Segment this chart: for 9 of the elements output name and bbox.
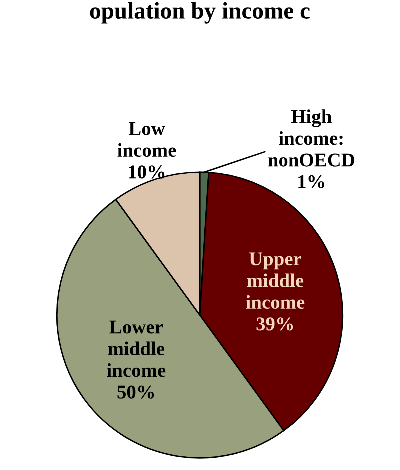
slice-label: Lower middle income xyxy=(107,320,166,378)
data-label: 10% xyxy=(129,166,165,179)
data-label: 39% xyxy=(256,318,294,331)
slice-label: High income: nonOECD xyxy=(268,110,354,167)
slice-label: Upper middle income xyxy=(246,252,305,310)
slice-label: Low income xyxy=(118,122,176,158)
data-label: 50% xyxy=(118,386,154,399)
chart-title: opulation by income c xyxy=(90,2,310,24)
data-label: 1% xyxy=(298,175,324,189)
